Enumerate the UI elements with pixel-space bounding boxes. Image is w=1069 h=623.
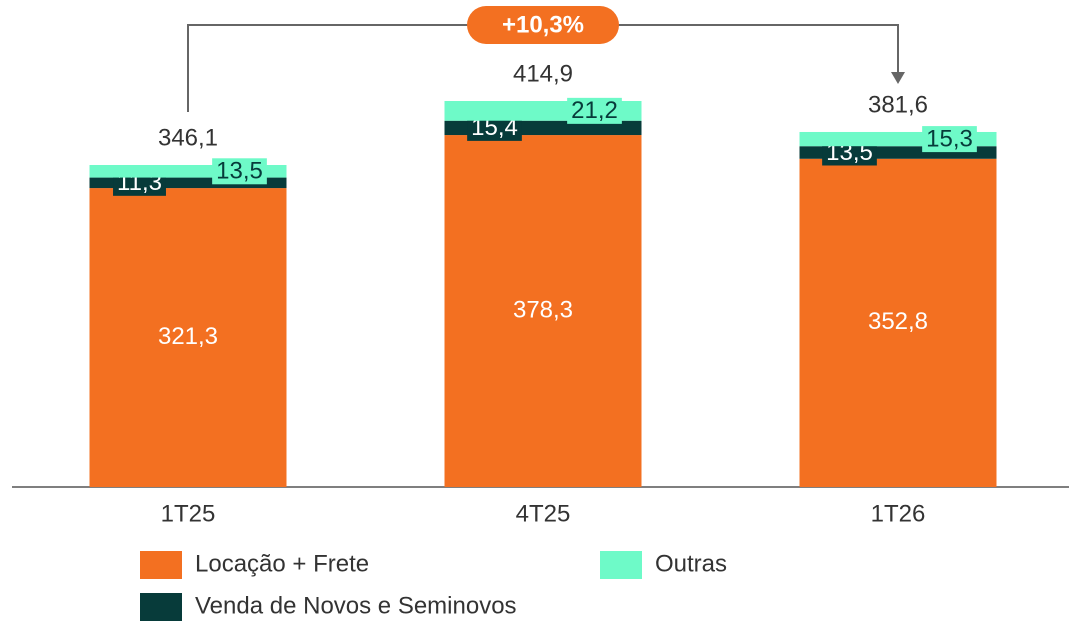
value-label: 321,3 xyxy=(158,323,218,350)
value-label: 378,3 xyxy=(513,296,573,323)
legend-swatch xyxy=(140,551,182,579)
value-label: 352,8 xyxy=(868,308,928,335)
legend-swatch xyxy=(600,551,642,579)
bar-segment xyxy=(89,188,287,487)
x-tick-label: 1T25 xyxy=(161,500,216,527)
total-label: 414,9 xyxy=(513,60,573,87)
annotation: +10,3% xyxy=(502,11,584,38)
annotation-pill xyxy=(467,6,619,44)
label-box xyxy=(567,97,622,124)
total-label: 346,1 xyxy=(158,124,218,151)
label-box xyxy=(922,126,977,153)
label-box xyxy=(212,158,267,185)
legend-label: Locação + Frete xyxy=(195,550,369,577)
bar-segment xyxy=(799,158,997,487)
bar-segment xyxy=(89,177,287,189)
legend-label: Venda de Novos e Seminovos xyxy=(195,592,517,619)
legend-swatch xyxy=(140,593,182,621)
legend-label: Outras xyxy=(655,550,727,577)
arrowhead xyxy=(891,71,905,84)
value-label: 21,2 xyxy=(571,97,618,124)
value-label: 15,3 xyxy=(926,125,973,152)
x-tick-label: 4T25 xyxy=(516,500,571,527)
value-label: 13,5 xyxy=(216,158,263,185)
total-label: 381,6 xyxy=(868,91,928,118)
bar-segment xyxy=(444,135,642,488)
x-tick-label: 1T26 xyxy=(871,500,926,527)
